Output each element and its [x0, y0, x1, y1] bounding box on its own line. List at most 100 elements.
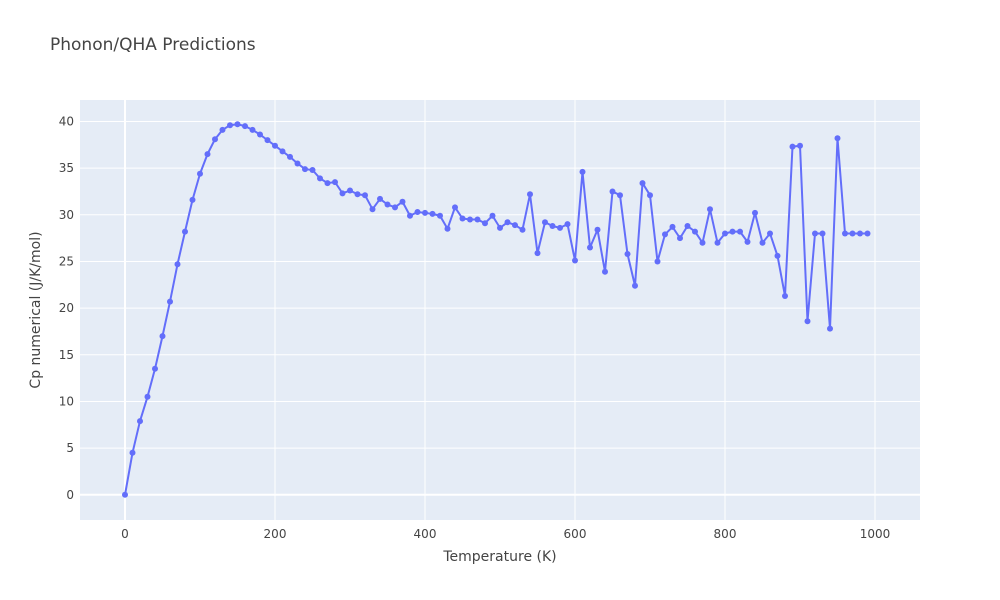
data-point[interactable] — [774, 252, 781, 259]
data-point[interactable] — [294, 160, 301, 167]
data-point[interactable] — [834, 135, 841, 142]
data-point[interactable] — [842, 230, 848, 237]
data-point[interactable] — [729, 228, 736, 235]
data-point[interactable] — [429, 210, 436, 217]
data-point[interactable] — [579, 168, 586, 175]
data-point[interactable] — [287, 153, 293, 160]
data-point[interactable] — [752, 209, 758, 216]
data-point[interactable] — [399, 198, 406, 205]
data-point[interactable] — [197, 170, 203, 177]
data-point[interactable] — [362, 192, 368, 199]
data-point[interactable] — [264, 137, 271, 144]
data-point[interactable] — [609, 188, 616, 195]
data-point[interactable] — [212, 136, 218, 143]
data-point[interactable] — [617, 192, 623, 199]
data-point[interactable] — [227, 122, 233, 129]
data-point[interactable] — [594, 226, 601, 233]
data-point[interactable] — [759, 239, 766, 246]
data-point[interactable] — [392, 204, 398, 211]
data-point[interactable] — [692, 228, 698, 235]
data-point[interactable] — [677, 235, 683, 242]
data-point[interactable] — [189, 196, 196, 203]
data-point[interactable] — [384, 201, 391, 208]
data-point[interactable] — [557, 224, 563, 231]
data-point[interactable] — [302, 166, 308, 173]
data-point[interactable] — [819, 230, 826, 237]
data-point[interactable] — [654, 258, 661, 265]
data-point[interactable] — [864, 230, 871, 237]
data-point[interactable] — [242, 123, 248, 130]
data-point[interactable] — [549, 223, 556, 229]
data-point[interactable] — [587, 244, 593, 251]
data-point[interactable] — [467, 216, 473, 223]
data-point[interactable] — [669, 223, 676, 230]
data-point[interactable] — [309, 167, 316, 173]
data-point[interactable] — [782, 293, 788, 299]
data-point[interactable] — [827, 325, 833, 332]
data-point[interactable] — [662, 231, 668, 238]
data-point[interactable] — [744, 238, 751, 245]
data-point[interactable] — [624, 251, 631, 257]
data-point[interactable] — [504, 219, 511, 226]
data-point[interactable] — [444, 225, 451, 232]
data-point[interactable] — [647, 192, 653, 199]
data-point[interactable] — [422, 209, 428, 216]
data-point[interactable] — [182, 228, 188, 235]
data-point[interactable] — [482, 220, 488, 227]
data-point[interactable] — [489, 212, 496, 219]
data-point[interactable] — [377, 195, 383, 202]
data-point[interactable] — [354, 191, 361, 198]
data-point[interactable] — [129, 449, 136, 456]
data-point[interactable] — [324, 180, 331, 187]
data-point[interactable] — [512, 222, 518, 229]
data-point[interactable] — [722, 230, 728, 237]
data-point[interactable] — [849, 230, 856, 237]
data-point[interactable] — [737, 228, 743, 235]
data-point[interactable] — [797, 142, 803, 149]
data-point[interactable] — [159, 333, 166, 340]
data-point[interactable] — [414, 209, 421, 215]
data-point[interactable] — [527, 191, 533, 198]
data-point[interactable] — [152, 365, 158, 372]
data-point[interactable] — [564, 221, 571, 228]
data-point[interactable] — [332, 179, 338, 186]
data-point[interactable] — [789, 143, 796, 150]
data-point[interactable] — [317, 175, 323, 182]
data-point[interactable] — [497, 224, 503, 231]
data-point[interactable] — [452, 204, 458, 211]
data-point[interactable] — [137, 418, 143, 425]
data-point[interactable] — [534, 250, 541, 257]
data-point[interactable] — [272, 142, 278, 149]
data-point[interactable] — [707, 206, 713, 213]
data-point[interactable] — [144, 393, 151, 400]
data-point[interactable] — [812, 230, 818, 237]
data-point[interactable] — [279, 148, 286, 155]
data-point[interactable] — [174, 261, 181, 268]
data-point[interactable] — [857, 230, 863, 237]
data-point[interactable] — [249, 126, 256, 133]
data-point[interactable] — [347, 187, 353, 194]
data-point[interactable] — [257, 131, 263, 138]
data-point[interactable] — [474, 216, 481, 223]
data-point[interactable] — [699, 239, 706, 246]
data-point[interactable] — [437, 212, 443, 219]
data-point[interactable] — [122, 491, 128, 498]
data-point[interactable] — [572, 257, 578, 264]
data-point[interactable] — [542, 219, 548, 226]
data-point[interactable] — [684, 223, 691, 229]
data-point[interactable] — [407, 212, 413, 219]
data-point[interactable] — [219, 126, 226, 133]
data-point[interactable] — [804, 318, 811, 325]
data-point[interactable] — [459, 215, 466, 222]
data-point[interactable] — [204, 151, 211, 158]
data-point[interactable] — [639, 180, 646, 187]
data-point[interactable] — [167, 298, 173, 305]
data-point[interactable] — [519, 226, 526, 233]
data-point[interactable] — [767, 230, 773, 237]
data-point[interactable] — [339, 190, 346, 197]
data-point[interactable] — [714, 239, 721, 246]
data-point[interactable] — [234, 121, 241, 128]
data-point[interactable] — [602, 268, 608, 275]
data-point[interactable] — [369, 206, 376, 213]
data-point[interactable] — [632, 282, 638, 289]
